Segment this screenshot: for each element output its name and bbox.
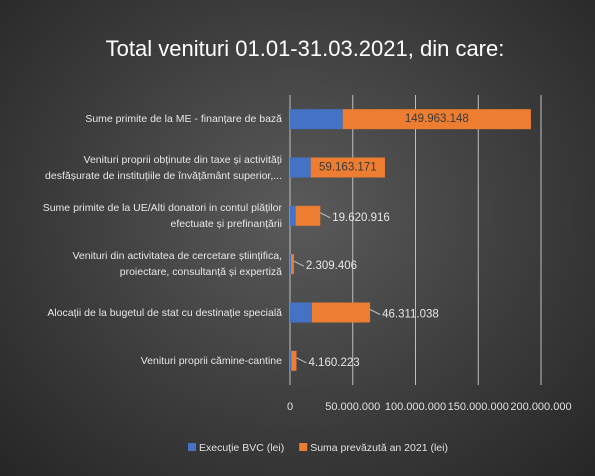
chart-title: Total venituri 01.01-31.03.2021, din car… (106, 36, 505, 61)
data-label: 19.620.916 (332, 212, 390, 224)
bar (311, 302, 371, 323)
leader-line (293, 260, 305, 267)
category-label: Venituri proprii obținute din taxe și ac… (45, 153, 282, 182)
leader-line (369, 309, 381, 315)
bar (290, 350, 292, 371)
data-label: 59.163.171 (319, 162, 377, 174)
bar (290, 205, 296, 226)
x-tick-label: 100.000.000 (385, 401, 446, 413)
data-label: 46.311.038 (382, 309, 439, 321)
legend-swatch (188, 443, 196, 451)
data-label: 149.963.148 (405, 113, 469, 125)
bar (291, 350, 297, 371)
category-label: Venituri proprii cămine-cantine (140, 354, 282, 367)
leader-line (296, 357, 307, 364)
bar (290, 109, 343, 130)
bar (310, 157, 385, 178)
category-label: Sume primite de la UE/Alti donatori in c… (42, 201, 282, 230)
bar (290, 302, 312, 323)
x-tick-label: 50.000.000 (325, 401, 380, 413)
category-label: Sume primite de la ME - finanțare de baz… (85, 113, 282, 126)
data-label: 4.160.223 (308, 357, 359, 369)
x-tick-label: 0 (287, 401, 293, 413)
bar (290, 157, 311, 178)
leader-line (320, 212, 331, 219)
bar (342, 109, 531, 130)
legend-swatch (299, 443, 308, 451)
category-label: Venituri din activitatea de cercetare șt… (72, 250, 282, 279)
bar (290, 254, 292, 275)
category-label: Alocații de la bugetul de stat cu destin… (47, 306, 282, 319)
legend-label: Execuție BVC (lei) (199, 442, 284, 454)
x-tick-label: 200.000.000 (510, 401, 571, 413)
legend-label: Suma prevăzută an 2021 (lei) (310, 442, 448, 454)
bar (291, 254, 294, 275)
data-label: 2.309.406 (306, 260, 357, 272)
bar (295, 205, 321, 226)
x-tick-label: 150.000.000 (448, 401, 509, 413)
